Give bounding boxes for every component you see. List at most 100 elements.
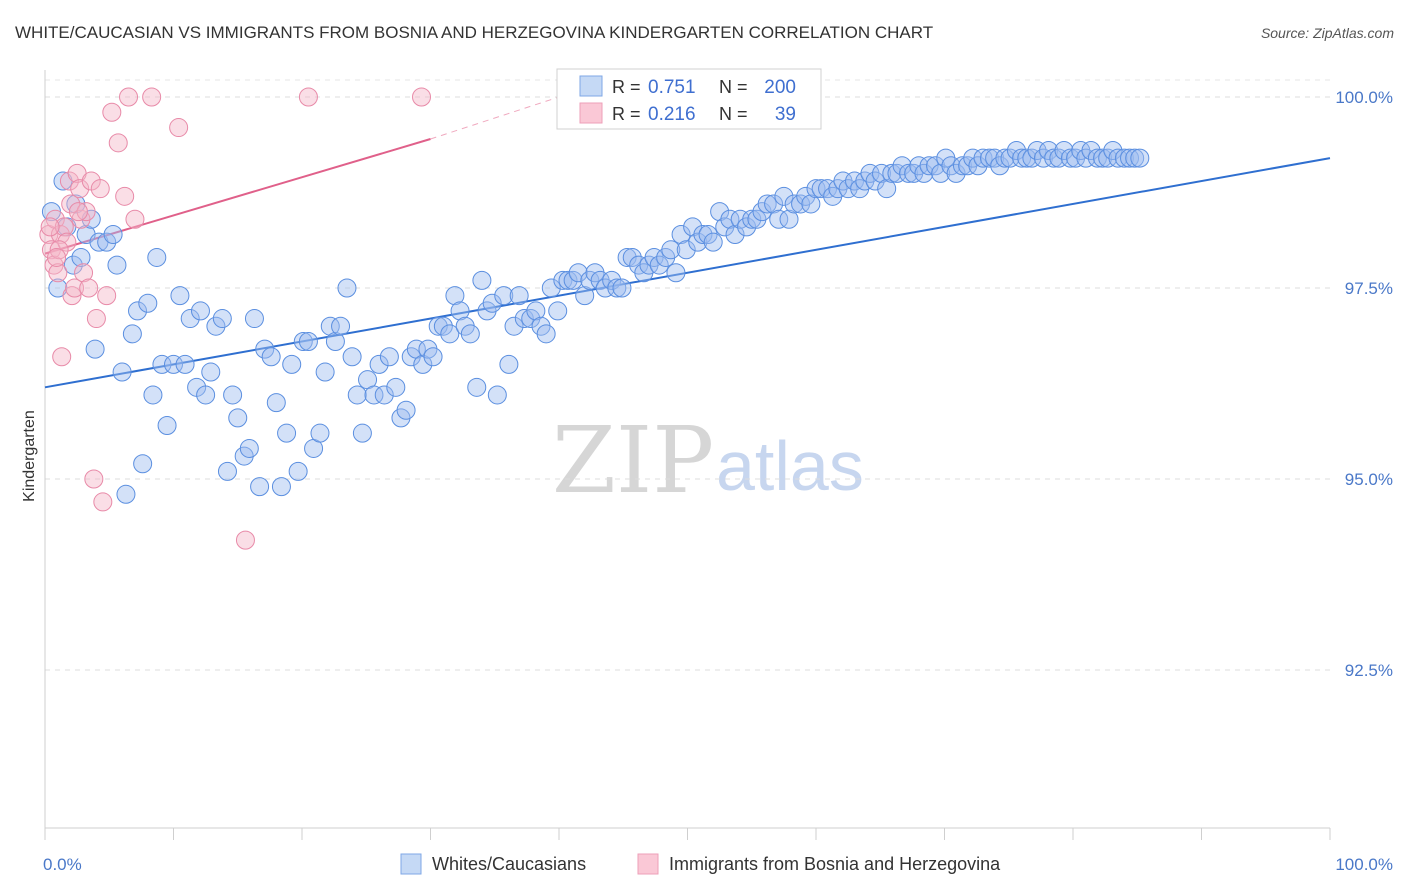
point-bosnia: [70, 179, 90, 199]
legend-r-value-whites: 0.751: [648, 77, 696, 98]
y-tick-label: 92.5%: [1345, 661, 1393, 680]
point-whites: [494, 286, 514, 306]
point-whites: [364, 385, 384, 405]
point-bosnia: [59, 171, 79, 191]
point-whites: [413, 354, 433, 374]
point-whites: [952, 156, 972, 176]
point-whites: [973, 148, 993, 168]
point-whites: [693, 225, 713, 245]
point-whites: [774, 186, 794, 206]
point-whites: [250, 477, 270, 497]
point-bosnia: [61, 194, 81, 214]
point-whites: [244, 309, 264, 329]
point-whites: [536, 324, 556, 344]
y-tick-label: 97.5%: [1345, 279, 1393, 298]
legend-n-value-bosnia: 39: [775, 104, 796, 125]
point-whites: [568, 263, 588, 283]
point-bosnia: [108, 133, 128, 153]
point-whites: [683, 217, 703, 237]
point-whites: [374, 385, 394, 405]
point-whites: [293, 331, 313, 351]
point-bosnia: [40, 217, 60, 237]
x-tick-label-max: 100.0%: [1335, 855, 1393, 874]
point-bosnia: [97, 286, 117, 306]
point-whites: [742, 209, 762, 229]
point-whites: [212, 309, 232, 329]
legend-swatch-whites: [579, 75, 603, 97]
point-whites: [622, 247, 642, 267]
point-whites: [482, 293, 502, 313]
point-bosnia: [48, 263, 68, 283]
point-whites: [138, 293, 158, 313]
point-whites: [133, 454, 153, 474]
point-bosnia: [65, 278, 85, 298]
point-bosnia: [86, 309, 106, 329]
point-whites: [107, 255, 127, 275]
point-whites: [1087, 148, 1107, 168]
point-whites: [433, 316, 453, 336]
chart-title: WHITE/CAUCASIAN VS IMMIGRANTS FROM BOSNI…: [15, 23, 933, 42]
grid-lines: [45, 79, 1330, 671]
point-whites: [1130, 148, 1150, 168]
point-bosnia: [57, 232, 77, 252]
point-whites: [190, 301, 210, 321]
point-whites: [671, 225, 691, 245]
point-bosnia: [84, 469, 104, 489]
point-whites: [504, 316, 524, 336]
point-whites: [801, 194, 821, 214]
y-tick-label: 100.0%: [1335, 88, 1393, 107]
point-whites: [1027, 140, 1047, 160]
point-whites: [282, 354, 302, 374]
point-bosnia: [125, 209, 145, 229]
legend-n-label-bosnia: N =: [719, 104, 748, 124]
point-whites: [288, 461, 308, 481]
point-bosnia: [52, 347, 72, 367]
point-whites: [157, 416, 177, 436]
point-whites: [428, 316, 448, 336]
point-whites: [196, 385, 216, 405]
legend-r-value-bosnia: 0.216: [648, 104, 696, 125]
y-tick-label: 95.0%: [1345, 470, 1393, 489]
point-whites: [223, 385, 243, 405]
bottom-legend-label-whites: Whites/Caucasians: [432, 854, 586, 874]
point-whites: [617, 247, 637, 267]
point-whites: [899, 163, 919, 183]
point-whites: [548, 301, 568, 321]
legend-n-value-whites: 200: [764, 77, 796, 98]
point-whites: [255, 339, 275, 359]
point-whites: [882, 163, 902, 183]
point-whites: [170, 286, 190, 306]
point-whites: [806, 179, 826, 199]
point-whites: [298, 331, 318, 351]
point-whites: [440, 324, 460, 344]
watermark-zip: ZIP: [552, 407, 714, 514]
point-whites: [595, 278, 615, 298]
point-whites: [607, 278, 627, 298]
point-whites: [514, 309, 534, 329]
point-whites: [369, 354, 389, 374]
point-whites: [277, 423, 297, 443]
point-whites: [271, 477, 291, 497]
point-whites: [112, 362, 132, 382]
point-whites: [1125, 148, 1145, 168]
point-whites: [764, 194, 784, 214]
point-whites: [666, 263, 686, 283]
point-bosnia: [90, 179, 110, 199]
point-whites: [217, 461, 237, 481]
point-bosnia: [74, 263, 94, 283]
point-whites: [128, 301, 148, 321]
axes: [44, 70, 1331, 840]
point-whites: [649, 255, 669, 275]
point-whites: [487, 385, 507, 405]
point-whites: [228, 408, 248, 428]
point-whites: [811, 179, 831, 199]
bottom-legend: Whites/Caucasians Immigrants from Bosnia…: [400, 853, 1001, 875]
point-bosnia: [79, 278, 99, 298]
point-whites: [720, 209, 740, 229]
point-whites: [575, 286, 595, 306]
point-whites: [784, 194, 804, 214]
point-whites: [553, 270, 573, 290]
point-whites: [467, 377, 487, 397]
point-whites: [445, 286, 465, 306]
point-whites: [396, 400, 416, 420]
